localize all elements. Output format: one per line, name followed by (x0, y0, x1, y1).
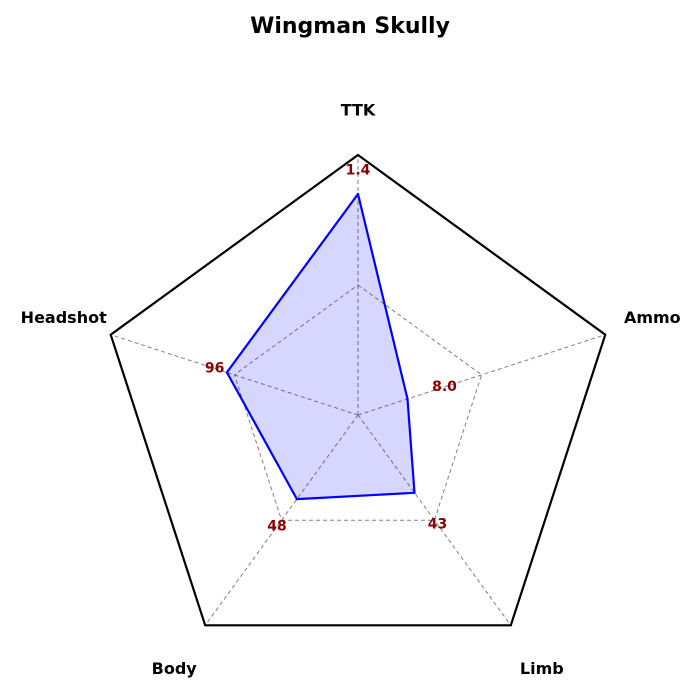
series-polygon-0 (225, 192, 416, 501)
grid-ring (233, 284, 483, 521)
series-point-ammo (406, 397, 409, 401)
value-label-body: 48 (267, 519, 286, 535)
axis-label-limb: Limb (520, 659, 564, 678)
chart-title: Wingman Skully (250, 14, 450, 39)
value-label-headshot: 96 (205, 360, 224, 376)
radar-frame (109, 153, 607, 627)
value-label-ttk: 1.4 (346, 163, 371, 179)
axis-label-headshot: Headshot (21, 308, 107, 327)
series-point-ttk (356, 192, 360, 196)
radar-grid (110, 155, 606, 626)
series-point-limb (413, 491, 416, 494)
axis-label-ammo: Ammo (624, 308, 681, 327)
grid-spoke-ammo (357, 334, 606, 416)
radar-labels: TTK Ammo Limb Body Headshot 1.4 8.0 43 48 96 (21, 101, 681, 678)
series-point-headshot (225, 371, 229, 374)
grid-spoke-headshot (110, 334, 359, 416)
axis-label-body: Body (152, 659, 198, 678)
series-point-body (295, 497, 299, 501)
value-label-limb: 43 (428, 516, 447, 532)
grid-spoke-limb (357, 414, 512, 626)
value-label-ammo: 8.0 (432, 379, 457, 395)
radar-outer-frame (109, 153, 607, 627)
axis-label-ttk: TTK (341, 101, 376, 120)
radar-series-group (225, 192, 416, 501)
